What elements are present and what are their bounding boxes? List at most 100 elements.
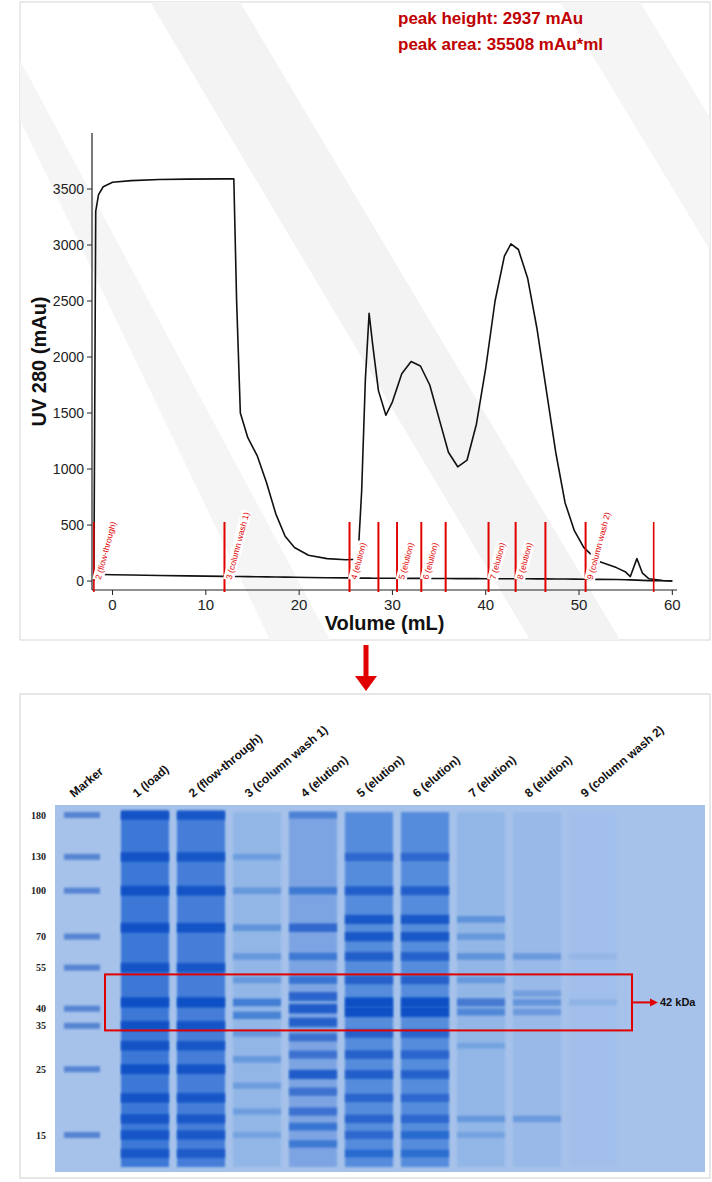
marker-band: [64, 854, 100, 860]
band: [233, 953, 281, 960]
marker-label: 55: [36, 962, 46, 973]
fractions: 2 (flow-through)3 (column wash 1)4 (elut…: [92, 510, 653, 592]
band: [289, 812, 337, 819]
fraction-line: [224, 522, 226, 592]
band: [121, 1093, 169, 1103]
fraction-line: [515, 522, 517, 592]
marker-label: 130: [31, 851, 46, 862]
fraction-line: [445, 522, 447, 592]
arrow-head: [355, 676, 377, 691]
band: [289, 1140, 337, 1148]
band: [121, 810, 169, 820]
band: [121, 1064, 169, 1074]
band: [457, 1008, 505, 1015]
band: [345, 997, 393, 1007]
band: [233, 887, 281, 894]
band: [401, 1070, 449, 1079]
band: [513, 1009, 561, 1016]
annotation: peak height: 2937 mAu: [398, 9, 583, 28]
band: [177, 886, 225, 896]
band: [121, 1130, 169, 1139]
panel-frame: [20, 694, 710, 1178]
label-patch: [396, 540, 417, 581]
fraction-line: [396, 522, 398, 592]
fraction-line: [585, 522, 587, 592]
band: [457, 1043, 505, 1049]
marker-band: [64, 965, 100, 971]
marker-label: 70: [36, 931, 46, 942]
y-tick-label: 3000: [53, 237, 84, 253]
band: [401, 915, 449, 924]
band: [121, 997, 169, 1007]
label-patch: [92, 519, 119, 581]
band: [345, 1115, 393, 1123]
band: [289, 1070, 337, 1079]
band: [233, 854, 281, 860]
band: [345, 976, 393, 985]
band: [401, 1150, 449, 1158]
band: [457, 998, 505, 1006]
marker-label: 180: [31, 810, 46, 821]
lane-smear: [569, 812, 617, 1167]
band: [177, 1149, 225, 1158]
band: [457, 933, 505, 940]
band: [177, 1093, 225, 1102]
band: [289, 1123, 337, 1131]
band: [233, 1056, 281, 1063]
band: [345, 1007, 393, 1017]
band: [345, 1050, 393, 1059]
lane-label: 6 (elution): [410, 753, 463, 801]
target-label: 42 kDa: [660, 996, 696, 1008]
band: [289, 976, 337, 984]
band: [233, 1012, 281, 1020]
band: [401, 1094, 449, 1102]
band: [289, 1018, 337, 1027]
y-tick-label: 0: [76, 573, 84, 589]
band: [121, 1114, 169, 1123]
band: [121, 1041, 169, 1051]
marker-label: 15: [36, 1130, 46, 1141]
fraction-line: [93, 522, 95, 592]
marker-band: [64, 1006, 100, 1012]
band: [345, 915, 393, 924]
fraction-label-group: 6 (elution): [420, 540, 441, 581]
fraction-line: [349, 522, 351, 592]
band: [513, 1116, 561, 1123]
watermark: [20, 60, 330, 640]
fraction-label: 9 (column wash 2): [585, 511, 613, 581]
fraction-line: [585, 522, 587, 592]
fraction-label: 2 (flow-through): [93, 520, 118, 580]
target-arrow-head: [650, 998, 658, 1006]
fraction-label-group: 9 (column wash 2): [584, 510, 613, 582]
band: [177, 810, 225, 819]
band: [401, 1050, 449, 1058]
annotation: peak area: 35508 mAu*ml: [398, 35, 603, 54]
x-axis-title: Volume (mL): [325, 612, 445, 634]
fraction-line: [445, 522, 447, 592]
band: [121, 852, 169, 862]
marker-band: [64, 812, 100, 818]
lane-label: 5 (elution): [354, 753, 407, 801]
x-tick: [485, 590, 486, 595]
band: [233, 1108, 281, 1114]
y-tick-label: 2000: [53, 349, 84, 365]
x-tick-label: 20: [291, 596, 308, 613]
fraction-label: 5 (elution): [396, 541, 415, 580]
marker-band: [64, 1066, 100, 1072]
x-tick-label: 10: [197, 596, 214, 613]
band: [401, 932, 449, 941]
marker-label: 25: [36, 1064, 46, 1075]
band: [289, 1051, 337, 1059]
band: [289, 1108, 337, 1116]
band: [401, 976, 449, 985]
lane-label: 1 (load): [130, 762, 172, 800]
band: [401, 853, 449, 861]
fraction-line: [224, 522, 226, 592]
band: [513, 990, 561, 996]
lane-smear: [401, 812, 449, 1167]
band: [121, 963, 169, 973]
band: [289, 1033, 337, 1041]
fraction-label-group: 4 (elution): [348, 540, 369, 581]
fraction-line: [545, 522, 547, 592]
band: [569, 1000, 617, 1006]
